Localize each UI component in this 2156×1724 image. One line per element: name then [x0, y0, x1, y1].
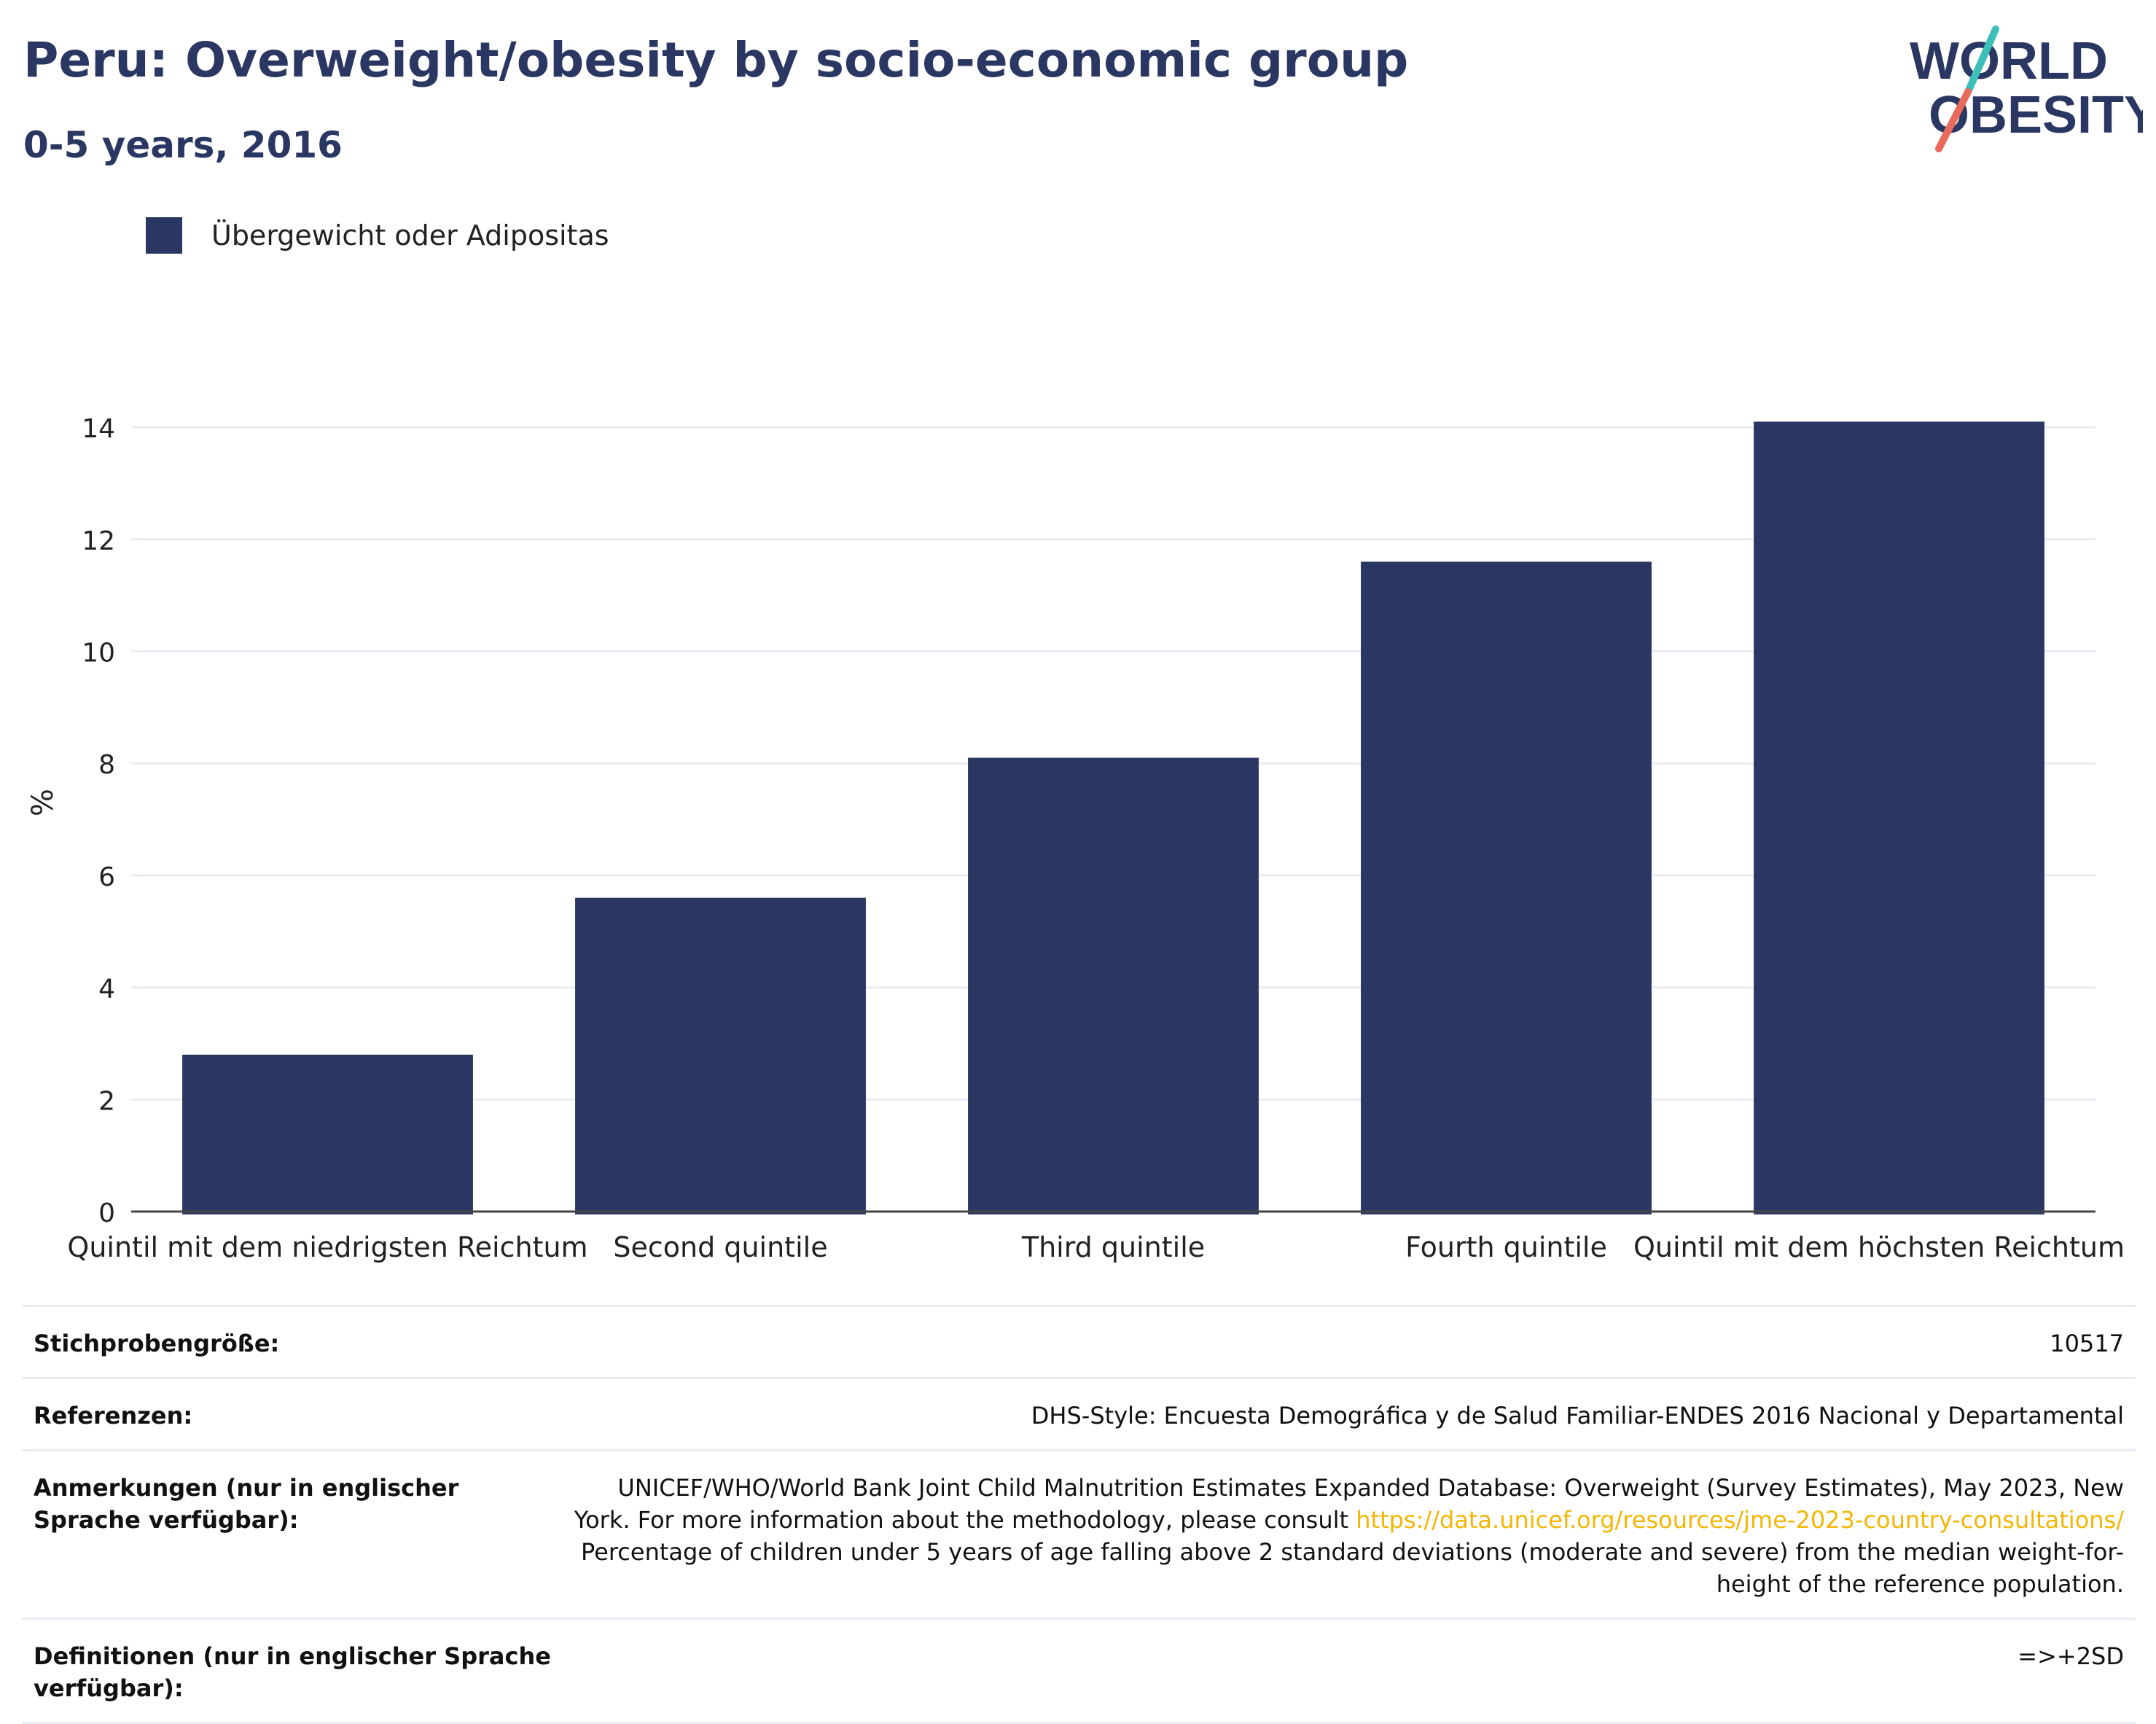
- references-row: Referenzen: DHS-Style: Encuesta Demográf…: [22, 1377, 2136, 1449]
- y-axis-label: %: [26, 789, 60, 816]
- y-tick-label: 4: [98, 975, 115, 1005]
- bar-1: [182, 1054, 473, 1214]
- notes-line-2: York. For more information about the met…: [558, 1504, 2124, 1536]
- references-value: DHS-Style: Encuesta Demográfica y de Sal…: [1031, 1402, 2124, 1429]
- notes-line-4: height of the reference population.: [1716, 1570, 2124, 1598]
- y-tick-label: 12: [82, 526, 115, 556]
- notes-line-3: Percentage of children under 5 years of …: [581, 1538, 2124, 1566]
- x-tick-label: Quintil mit dem höchsten Reichtum: [1633, 1231, 2125, 1263]
- sample-size-value: 10517: [2050, 1330, 2124, 1357]
- references-label: Referenzen:: [34, 1402, 193, 1429]
- y-tick-label: 14: [82, 414, 115, 444]
- x-tick-label: Third quintile: [1021, 1231, 1205, 1263]
- legend-label: Übergewicht oder Adipositas: [211, 219, 609, 251]
- bar-2: [575, 897, 866, 1214]
- legend-swatch: [146, 217, 182, 254]
- y-tick-label: 0: [98, 1198, 115, 1228]
- x-tick-label: Second quintile: [613, 1231, 827, 1263]
- world-obesity-logo: WORLD OBESITY: [1910, 26, 2143, 152]
- logo-word-world: WORLD: [1910, 32, 2108, 90]
- definitions-row: Definitionen (nur in englischer Sprache …: [22, 1618, 2136, 1724]
- bar-chart: 0 2 4 6 8 10 12 14% Quintil mit dem niedrigsten …: [26, 414, 2125, 1263]
- notes-line-2-text: York. For more information about the met…: [574, 1506, 1356, 1534]
- sample-size-row: Stichprobengröße: 10517: [22, 1305, 2136, 1377]
- bar-5: [1754, 421, 2044, 1214]
- y-tick-label: 2: [98, 1086, 115, 1116]
- y-tick-label: 8: [98, 750, 115, 780]
- x-tick-label: Fourth quintile: [1405, 1231, 1607, 1263]
- notes-value: UNICEF/WHO/World Bank Joint Child Malnut…: [558, 1472, 2124, 1600]
- bar-3: [968, 757, 1259, 1214]
- notes-row: Anmerkungen (nur in englischer Sprache v…: [22, 1449, 2136, 1618]
- sample-size-label: Stichprobengröße:: [34, 1330, 280, 1357]
- definitions-value: =>+2SD: [2018, 1642, 2124, 1670]
- y-tick-label: 6: [98, 862, 115, 892]
- notes-label: Anmerkungen (nur in englischer Sprache v…: [34, 1474, 459, 1534]
- page-title: Peru: Overweight/obesity by socio-econom…: [23, 32, 1409, 88]
- x-tick-label: Quintil mit dem niedrigsten Reichtum: [67, 1231, 587, 1263]
- notes-line-1: UNICEF/WHO/World Bank Joint Child Malnut…: [617, 1474, 2124, 1502]
- bar-4: [1361, 561, 1652, 1214]
- methodology-link[interactable]: https://data.unicef.org/resources/jme-20…: [1356, 1506, 2124, 1534]
- logo-slash-teal: [1964, 26, 1999, 95]
- page-subtitle: 0-5 years, 2016: [23, 124, 343, 166]
- chart-legend[interactable]: Übergewicht oder Adipositas: [146, 217, 609, 254]
- definitions-label: Definitionen (nur in englischer Sprache …: [34, 1642, 551, 1702]
- y-tick-label: 10: [82, 639, 115, 668]
- info-table: Stichprobengröße: 10517 Referenzen: DHS-…: [22, 1305, 2136, 1724]
- logo-slash-coral: [1935, 88, 1972, 152]
